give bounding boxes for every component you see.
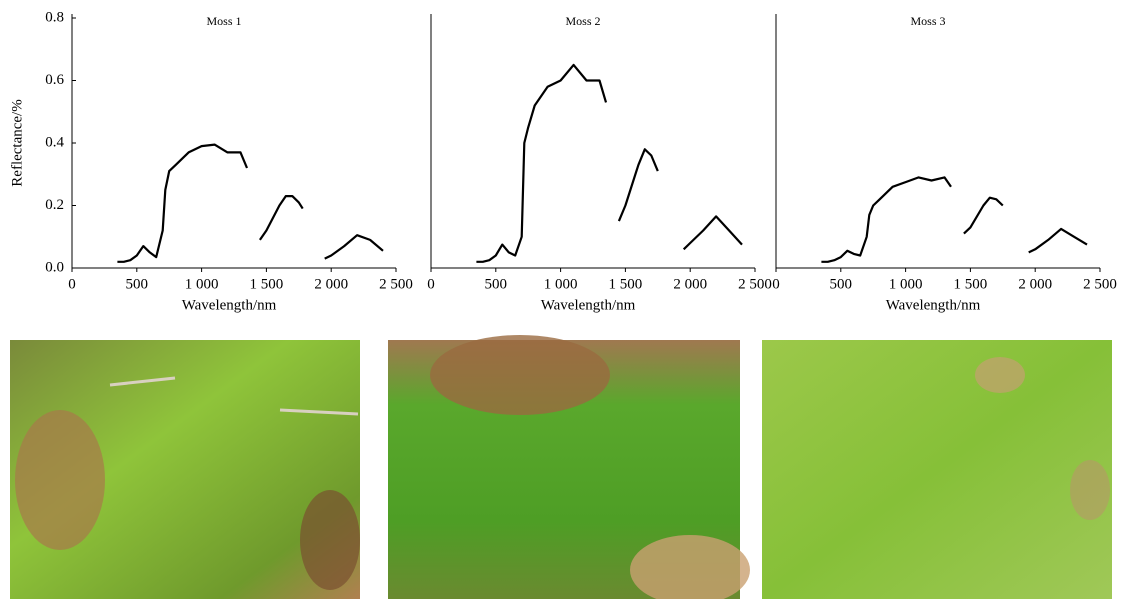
x-tick-label: 2 000 xyxy=(314,276,348,292)
x-tick-label: 2 000 xyxy=(1018,276,1052,292)
y-tick-label: 0.0 xyxy=(45,259,64,275)
x-tick-label: 500 xyxy=(126,276,149,292)
x-axis-label: Wavelength/nm xyxy=(182,297,277,313)
x-tick-label: 500 xyxy=(485,276,508,292)
x-tick-label: 1 500 xyxy=(954,276,988,292)
x-axis-label: Wavelength/nm xyxy=(886,297,981,313)
x-tick-label: 2 500 xyxy=(1083,276,1117,292)
y-tick-label: 0.4 xyxy=(45,134,64,150)
x-axis-label: Wavelength/nm xyxy=(541,297,636,313)
spectrum-line xyxy=(476,63,743,263)
chart-title: Moss 3 xyxy=(910,14,945,28)
x-tick-label: 2 500 xyxy=(738,276,772,292)
chart-title: Moss 1 xyxy=(206,14,241,28)
spectrum-line xyxy=(117,143,384,263)
spectrum-line xyxy=(821,176,1088,263)
x-tick-label: 500 xyxy=(830,276,853,292)
photo-moss-2 xyxy=(388,335,750,599)
photo-moss-1 xyxy=(10,340,360,599)
x-tick-label: 2 000 xyxy=(673,276,707,292)
x-tick-label: 0 xyxy=(68,276,76,292)
x-tick-label: 1 000 xyxy=(185,276,219,292)
chart-title: Moss 2 xyxy=(565,14,600,28)
x-tick-label: 1 000 xyxy=(889,276,923,292)
x-tick-label: 0 xyxy=(772,276,780,292)
y-tick-label: 0.2 xyxy=(45,197,64,213)
x-tick-label: 1 500 xyxy=(609,276,643,292)
x-tick-label: 1 000 xyxy=(544,276,578,292)
photo-moss-3 xyxy=(762,340,1112,599)
x-tick-label: 0 xyxy=(427,276,435,292)
x-tick-label: 2 500 xyxy=(379,276,413,292)
x-tick-label: 1 500 xyxy=(250,276,284,292)
y-tick-label: 0.8 xyxy=(45,9,64,25)
y-tick-label: 0.6 xyxy=(45,72,64,88)
y-axis-label: Reflectance/% xyxy=(9,99,25,186)
